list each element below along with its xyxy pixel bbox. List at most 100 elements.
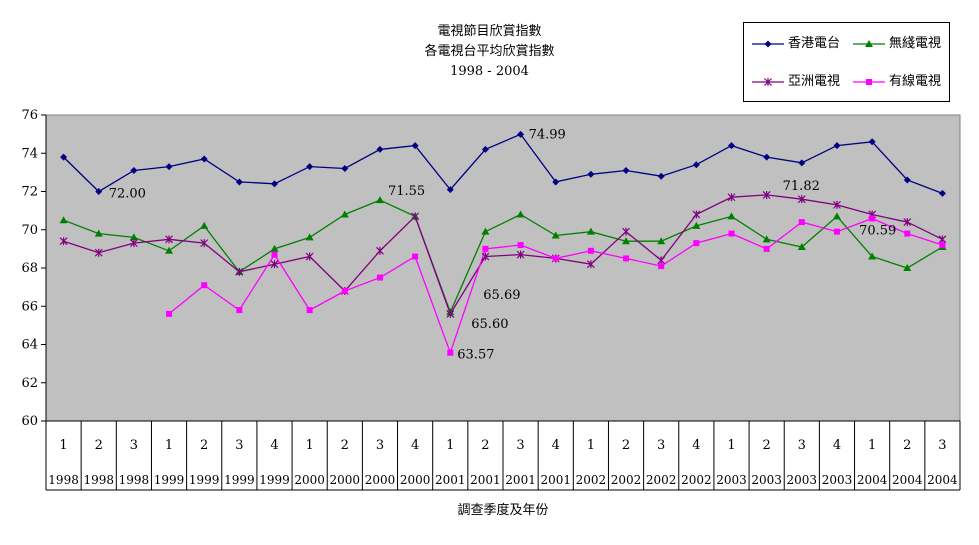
data-point [200, 155, 208, 163]
x-tick-year: 2001 [540, 473, 571, 487]
data-point [868, 252, 877, 260]
data-point [798, 219, 805, 226]
data-point [376, 145, 384, 153]
data-point [375, 196, 384, 204]
legend-marker-triangle [853, 40, 885, 47]
x-tick-year: 2003 [787, 473, 818, 487]
y-tick-label: 72 [21, 185, 38, 200]
x-tick-year: 2004 [892, 473, 923, 487]
data-point [517, 242, 524, 249]
data-point [938, 189, 946, 197]
x-tick-quarter: 1 [306, 438, 314, 453]
data-point [623, 255, 630, 262]
x-tick-year: 2001 [505, 473, 536, 487]
x-tick-quarter: 3 [657, 438, 665, 453]
data-label: 65.60 [471, 317, 508, 332]
x-tick-quarter: 1 [587, 438, 595, 453]
data-point [516, 250, 525, 259]
x-tick-quarter: 1 [165, 438, 173, 453]
data-point [201, 282, 208, 289]
series-line [63, 194, 943, 316]
x-tick-quarter: 2 [622, 438, 630, 453]
data-point [94, 248, 103, 257]
data-point [692, 161, 700, 169]
data-label: 63.57 [457, 348, 494, 363]
data-point [763, 153, 771, 161]
data-label: 70.59 [859, 223, 896, 238]
data-point [587, 170, 595, 178]
data-point [869, 215, 876, 222]
x-tick-year: 2004 [857, 473, 888, 487]
data-point [305, 233, 314, 241]
data-point [165, 246, 174, 254]
data-point [763, 245, 770, 252]
data-point [481, 227, 490, 235]
y-tick-label: 70 [21, 223, 38, 238]
data-point [587, 247, 594, 254]
data-point [832, 212, 841, 220]
y-tick-label: 68 [21, 261, 38, 276]
x-tick-quarter: 4 [692, 438, 700, 453]
legend-label: 香港電台 [788, 36, 841, 51]
x-tick-quarter: 2 [200, 438, 208, 453]
x-tick-quarter: 3 [130, 438, 138, 453]
data-point [903, 218, 912, 227]
x-tick-year: 1998 [48, 473, 79, 487]
x-tick-year: 2003 [822, 473, 853, 487]
data-point [447, 349, 454, 356]
x-tick-quarter: 1 [727, 438, 735, 453]
legend-label: 無綫電視 [889, 36, 942, 51]
data-label: 65.69 [483, 288, 520, 303]
data-point [904, 230, 911, 237]
y-tick-label: 62 [21, 376, 38, 391]
x-tick-year: 2003 [751, 473, 782, 487]
y-tick-label: 66 [21, 299, 38, 314]
data-label: 71.82 [783, 179, 820, 194]
data-point [692, 210, 701, 219]
data-point [658, 263, 665, 270]
data-point [411, 142, 419, 150]
data-point [235, 178, 243, 186]
data-point [797, 242, 806, 250]
data-point [657, 172, 665, 180]
x-tick-year: 1998 [119, 473, 150, 487]
data-point [622, 166, 630, 174]
data-point [903, 176, 911, 184]
y-tick-label: 64 [21, 338, 38, 353]
chart-year-range: 1998 - 2004 [450, 64, 529, 79]
data-point [446, 186, 454, 194]
data-point [412, 253, 419, 260]
x-tick-year: 1998 [83, 473, 114, 487]
data-point [59, 216, 68, 224]
x-tick-quarter: 1 [446, 438, 454, 453]
data-point [411, 212, 420, 221]
data-label: 72.00 [109, 187, 146, 202]
x-tick-quarter: 1 [868, 438, 876, 453]
x-tick-year: 2000 [294, 473, 325, 487]
x-tick-quarter: 1 [59, 438, 67, 453]
x-tick-year: 2000 [400, 473, 431, 487]
data-point [798, 159, 806, 167]
x-tick-quarter: 4 [552, 438, 560, 453]
plot-area [45, 114, 961, 422]
x-tick-year: 2001 [470, 473, 501, 487]
data-point [552, 255, 559, 262]
data-point [622, 237, 631, 245]
x-tick-quarter: 4 [833, 438, 841, 453]
y-tick-label: 74 [21, 146, 38, 161]
data-point [165, 163, 173, 171]
x-tick-quarter: 3 [516, 438, 524, 453]
data-point [657, 256, 666, 265]
x-tick-quarter: 2 [95, 438, 103, 453]
x-tick-year: 2003 [716, 473, 747, 487]
series-line [63, 133, 943, 195]
x-tick-quarter: 2 [763, 438, 771, 453]
x-tick-year: 2002 [576, 473, 607, 487]
legend: 香港電台 無綫電視 亞洲電視 有線電視 [743, 22, 950, 102]
data-point [762, 190, 771, 199]
data-point [797, 195, 806, 204]
data-point [341, 165, 349, 173]
x-tick-year: 2000 [365, 473, 396, 487]
x-tick-year: 2004 [927, 473, 958, 487]
x-tick-year: 2001 [435, 473, 466, 487]
